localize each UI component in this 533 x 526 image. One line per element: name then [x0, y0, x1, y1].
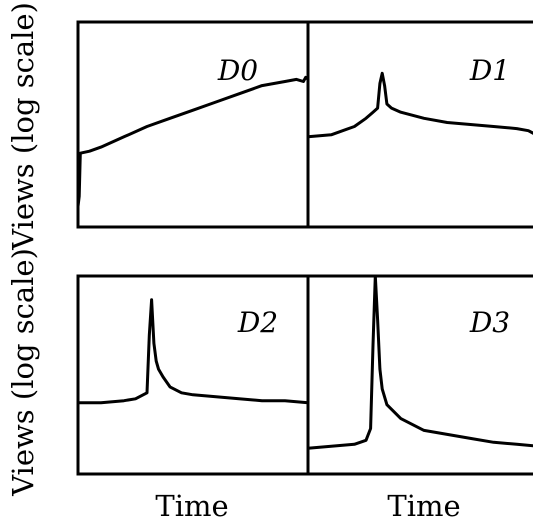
y-axis-label-bottom: Views (log scale): [6, 248, 40, 497]
panel-label-D1: D1: [469, 54, 510, 87]
series-line-D2: [76, 298, 310, 405]
x-axis-label-left: Time: [155, 489, 228, 523]
panel-frame-3: [306, 274, 533, 476]
x-axis-label-right: Time: [387, 489, 460, 523]
series-line-D1: [306, 71, 533, 139]
panel-label-D2: D2: [237, 306, 278, 339]
panel-frame-1: [306, 20, 533, 229]
panel-label-D3: D3: [469, 306, 510, 339]
panels-group: D0 D1 D2 D3: [76, 20, 533, 476]
series-line-D3: [306, 274, 533, 450]
panel-label-D0: D0: [217, 54, 258, 87]
series-line-D0: [76, 75, 310, 208]
y-axis-label-top: Views (log scale): [6, 2, 40, 251]
panel-frame-0: [76, 20, 310, 229]
